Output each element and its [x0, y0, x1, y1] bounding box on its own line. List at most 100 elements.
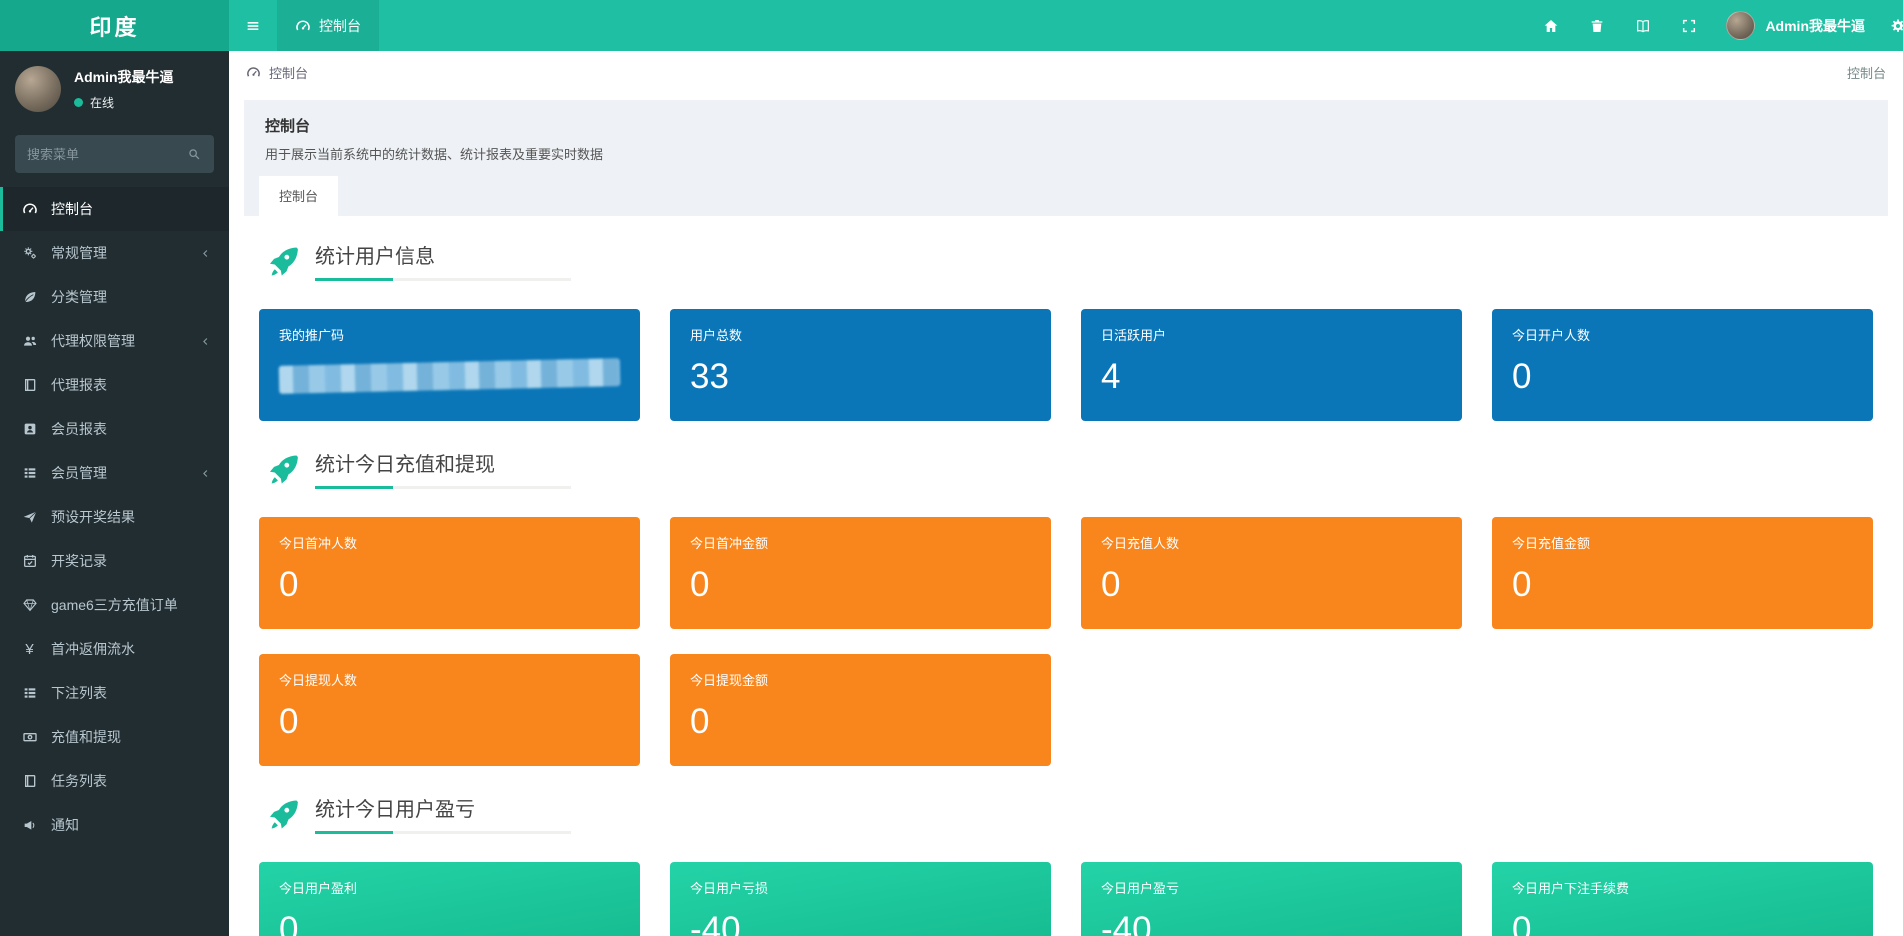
sidebar-item-label: 通知	[51, 817, 79, 833]
search-icon	[187, 147, 201, 161]
paper-plane-icon	[20, 509, 39, 525]
section-underline	[315, 831, 571, 834]
stat-card-label: 今日用户亏损	[690, 881, 769, 896]
stat-card-value: 0	[1512, 565, 1532, 604]
online-status: 在线	[74, 94, 174, 111]
breadcrumb-label: 控制台	[269, 65, 309, 81]
section-title-block: 统计今日充值和提现	[315, 448, 571, 489]
stat-card-label: 今日充值金额	[1512, 536, 1591, 551]
stat-card-promo-code: 我的推广码	[259, 309, 640, 421]
stat-cards-row: 今日首冲人数 0 今日首冲金额 0 今日充值人数 0 今日充值金额 0 今日提现人数 0 今日提现金…	[259, 517, 1873, 766]
search-button[interactable]	[178, 137, 210, 171]
section-title-block: 统计用户信息	[315, 240, 571, 281]
sidebar-item-notice[interactable]: 通知	[0, 803, 229, 847]
search-input[interactable]	[27, 146, 178, 162]
sidebar-item-lottery-record[interactable]: 开奖记录	[0, 539, 229, 583]
stat-card-value: 0	[1512, 910, 1532, 936]
stat-card-today-withdraw-amount: 今日提现金额 0	[670, 654, 1051, 766]
home-button[interactable]	[1528, 0, 1574, 51]
sidebar-item-game6-recharge-order[interactable]: game6三方充值订单	[0, 583, 229, 627]
sidebar-item-agent-report[interactable]: 代理报表	[0, 363, 229, 407]
sidebar-item-recharge-withdraw[interactable]: 充值和提现	[0, 715, 229, 759]
section-title-block: 统计今日用户盈亏	[315, 793, 571, 834]
sidebar-item-label: 控制台	[51, 201, 93, 217]
sidebar-item-preset-lottery-result[interactable]: 预设开奖结果	[0, 495, 229, 539]
home-icon	[1543, 18, 1559, 34]
app-logo[interactable]: 印度	[0, 0, 229, 51]
tab-dashboard[interactable]: 控制台	[259, 176, 339, 216]
stat-card-today-user-loss: 今日用户亏损 -40	[670, 862, 1051, 936]
bullhorn-icon	[20, 817, 39, 833]
stat-card-value: 33	[690, 357, 729, 396]
sidebar: Admin我最牛逼 在线 控制台常规管理分类管理代理权限管理代理报表会员报表会员…	[0, 51, 229, 936]
chevron-left-icon	[196, 248, 215, 259]
sidebar-item-label: 会员管理	[51, 465, 107, 481]
stat-card-label: 今日用户盈利	[279, 881, 358, 896]
stat-card-label: 今日首冲人数	[279, 536, 358, 551]
stat-card-label: 今日提现人数	[279, 673, 358, 688]
chevron-left-icon	[196, 468, 215, 479]
sidebar-toggle-button[interactable]	[229, 0, 277, 51]
sidebar-item-member-management[interactable]: 会员管理	[0, 451, 229, 495]
gauge-icon	[20, 201, 39, 217]
stat-card-value: 4	[1101, 357, 1121, 396]
stat-card-today-new-accounts: 今日开户人数 0	[1492, 309, 1873, 421]
chevron-left-icon	[196, 336, 215, 347]
book-open-icon	[1635, 18, 1651, 34]
sidebar-user-panel: Admin我最牛逼 在线	[0, 51, 229, 127]
stat-card-value: 0	[279, 702, 299, 741]
user-name: Admin我最牛逼	[1765, 17, 1865, 34]
navbar-tab-label: 控制台	[319, 17, 361, 34]
sidebar-item-first-recharge-rebate[interactable]: ¥ 首冲返佣流水	[0, 627, 229, 671]
sidebar-item-member-report[interactable]: 会员报表	[0, 407, 229, 451]
panel-tabs: 控制台	[244, 176, 1888, 216]
breadcrumb-dashboard[interactable]: 控制台	[246, 63, 308, 82]
stat-card-value: -40	[690, 910, 741, 936]
dashboard-panel: 控制台 用于展示当前系统中的统计数据、统计报表及重要实时数据 控制台 统计用户信…	[244, 100, 1888, 936]
sidebar-item-general-management[interactable]: 常规管理	[0, 231, 229, 275]
fullscreen-button[interactable]	[1666, 0, 1712, 51]
avatar	[15, 66, 61, 112]
language-button[interactable]	[1620, 0, 1666, 51]
settings-button[interactable]	[1875, 0, 1903, 51]
sidebar-item-agent-permission[interactable]: 代理权限管理	[0, 319, 229, 363]
user-menu[interactable]: Admin我最牛逼	[1712, 11, 1875, 40]
sidebar-item-task-list[interactable]: 任务列表	[0, 759, 229, 803]
stat-card-label: 用户总数	[690, 328, 743, 343]
gauge-icon	[295, 18, 311, 34]
stat-card-value: 0	[279, 910, 299, 936]
sidebar-item-dashboard[interactable]: 控制台	[0, 187, 229, 231]
rocket-icon	[266, 452, 300, 486]
sidebar-item-label: game6三方充值订单	[51, 597, 178, 613]
stat-card-label: 今日用户盈亏	[1101, 881, 1180, 896]
sidebar-item-label: 充值和提现	[51, 729, 121, 745]
panel-header: 控制台 用于展示当前系统中的统计数据、统计报表及重要实时数据	[244, 100, 1888, 176]
stat-card-today-recharge-users: 今日充值人数 0	[1081, 517, 1462, 629]
stat-card-today-user-profit: 今日用户盈利 0	[259, 862, 640, 936]
sidebar-menu: 控制台常规管理分类管理 代理权限管理 代理报表 会员报表会员管理预设开奖结果开奖记录 g…	[0, 187, 229, 847]
stat-card-value: 0	[690, 565, 710, 604]
trash-icon	[1589, 18, 1605, 34]
yen-icon: ¥	[25, 640, 34, 658]
section-heading: 统计今日用户盈亏	[266, 793, 1873, 834]
navbar-right: Admin我最牛逼	[1528, 0, 1903, 51]
leaf-icon	[20, 289, 39, 305]
th-list-icon	[20, 465, 39, 481]
address-card-icon	[20, 421, 39, 437]
avatar	[1726, 11, 1756, 40]
navbar-tab-dashboard[interactable]: 控制台	[277, 0, 379, 51]
sidebar-item-bet-list[interactable]: 下注列表	[0, 671, 229, 715]
section-underline-accent	[315, 831, 393, 834]
expand-icon	[1681, 18, 1697, 34]
stat-card-today-user-pnl: 今日用户盈亏 -40	[1081, 862, 1462, 936]
section-underline	[315, 278, 571, 281]
sidebar-item-category-management[interactable]: 分类管理	[0, 275, 229, 319]
sidebar-item-label: 开奖记录	[51, 553, 107, 569]
main-content: 控制台 控制台 控制台 用于展示当前系统中的统计数据、统计报表及重要实时数据 控…	[229, 51, 1903, 936]
clear-cache-button[interactable]	[1574, 0, 1620, 51]
sidebar-item-label: 常规管理	[51, 245, 107, 261]
online-dot-icon	[74, 98, 83, 107]
online-status-label: 在线	[90, 96, 115, 110]
sidebar-item-label: 下注列表	[51, 685, 107, 701]
sidebar-user-name: Admin我最牛逼	[74, 69, 174, 85]
